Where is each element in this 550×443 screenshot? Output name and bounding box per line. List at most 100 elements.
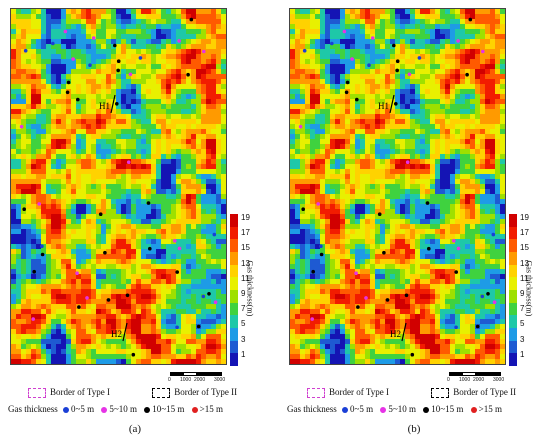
well-marker xyxy=(196,324,201,329)
border-legend: Border of Type I Border of Type II xyxy=(307,387,537,401)
colorbar-tick: 15 xyxy=(520,243,529,253)
type1-label: Border of Type I xyxy=(50,387,110,397)
well-marker xyxy=(173,239,177,243)
well-marker xyxy=(481,49,485,54)
colorbar-segment xyxy=(509,290,517,304)
well-marker xyxy=(491,232,496,237)
type2-border-swatch xyxy=(431,387,450,398)
well-marker xyxy=(91,36,96,40)
well-marker xyxy=(202,49,206,54)
scale-label-1000: 1000 xyxy=(180,377,192,383)
well-marker xyxy=(40,244,44,248)
well-marker xyxy=(377,212,382,216)
well-marker xyxy=(367,63,371,67)
scale-label-2000: 2000 xyxy=(194,377,206,383)
well-marker xyxy=(298,124,303,129)
well-marker xyxy=(417,56,422,60)
panel-caption: (a) xyxy=(128,423,142,435)
well-marker xyxy=(394,102,398,106)
colorbar-segment xyxy=(509,214,517,228)
scale-label-0: 0 xyxy=(447,377,450,383)
well-marker xyxy=(175,325,179,330)
colorbar-tick: 11 xyxy=(520,273,529,283)
well-marker xyxy=(310,317,314,321)
colorbar-title: Gas thickness(m) xyxy=(244,261,256,332)
horizontal-well-trace xyxy=(122,322,128,342)
well-marker xyxy=(23,48,28,53)
well-marker xyxy=(113,43,117,48)
colorbar-segment xyxy=(230,252,238,266)
dot-blue-icon xyxy=(342,406,348,413)
well-marker xyxy=(465,72,469,77)
dot-black-icon xyxy=(144,406,151,413)
well-marker xyxy=(186,72,190,77)
well-marker xyxy=(175,270,179,274)
well-marker xyxy=(370,36,375,40)
scale-label-0: 0 xyxy=(168,377,171,383)
colorbar-tick: 7 xyxy=(520,304,525,314)
gas-thickness-map: H1 H2 xyxy=(289,8,506,365)
class-5-10: 5~10 m xyxy=(109,404,137,414)
colorbar-tick: 17 xyxy=(520,228,529,238)
colorbar-segment xyxy=(509,226,517,240)
dot-red-icon xyxy=(191,406,198,413)
well-marker xyxy=(88,63,92,67)
class-0-5: 0~5 m xyxy=(71,404,95,414)
dot-magenta-icon xyxy=(380,406,387,413)
well-marker xyxy=(189,17,194,22)
well-marker xyxy=(207,292,211,296)
dot-black-icon xyxy=(423,406,430,413)
well-marker xyxy=(311,269,315,274)
well-marker xyxy=(486,292,490,296)
well-marker xyxy=(395,59,400,63)
well-marker xyxy=(344,90,349,95)
colorbar-tick: 15 xyxy=(241,243,250,253)
map-panel-a: H1 H2 19 17 15 13 11 9 7 5 3 1 Gas thickness(m) 0 … xyxy=(0,0,270,443)
class-5-10: 5~10 m xyxy=(388,404,416,414)
panel-caption: (b) xyxy=(407,423,421,435)
scale-label-2000: 2000 xyxy=(473,377,485,383)
color-bar: 19 17 15 13 11 9 7 5 3 1 xyxy=(509,214,529,367)
colorbar-segment xyxy=(230,277,238,291)
well-marker xyxy=(382,250,386,255)
well-marker xyxy=(37,202,41,206)
well-marker xyxy=(201,294,206,299)
type1-border-swatch xyxy=(307,387,325,398)
well-marker xyxy=(40,252,45,257)
well-marker xyxy=(410,352,415,357)
class-gt15: >15 m xyxy=(478,404,502,414)
well-marker xyxy=(407,72,412,77)
class-gt15: >15 m xyxy=(199,404,223,414)
well-marker xyxy=(116,68,120,73)
well-marker xyxy=(404,293,409,298)
colorbar-segment xyxy=(230,239,238,253)
type2-border-swatch xyxy=(152,387,171,398)
colorbar-tick: 1 xyxy=(520,349,525,359)
well-marker xyxy=(103,250,107,255)
colorbar-segment xyxy=(230,328,238,342)
thickness-raster: H1 H2 xyxy=(290,9,505,364)
well-marker xyxy=(32,269,36,274)
well-marker xyxy=(51,41,55,46)
well-marker xyxy=(425,201,430,205)
well-marker xyxy=(128,72,133,77)
border-legend: Border of Type I Border of Type II xyxy=(28,387,258,401)
colorbar-tick: 17 xyxy=(241,228,250,238)
colorbar-tick: 19 xyxy=(520,213,529,222)
thickness-raster: H1 H2 xyxy=(11,9,226,364)
colorbar-segment xyxy=(509,239,517,253)
well-marker xyxy=(177,39,181,43)
well-marker xyxy=(212,232,217,237)
colorbar-segment xyxy=(230,340,238,354)
type1-label: Border of Type I xyxy=(329,387,389,397)
well-marker xyxy=(330,41,334,46)
colorbar-segment xyxy=(509,328,517,342)
gas-thickness-legend: Gas thickness 0~5 m 5~10 m 10~15 m >15 m xyxy=(287,404,547,418)
well-marker xyxy=(454,270,458,274)
well-marker xyxy=(106,298,111,302)
colorbar-tick: 11 xyxy=(241,273,250,283)
type2-label: Border of Type II xyxy=(453,387,517,397)
well-marker xyxy=(427,246,431,251)
map-panel-b: H1 H2 19 17 15 13 11 9 7 5 3 1 Gas thickness(m) 0 … xyxy=(279,0,549,443)
well-marker xyxy=(452,239,456,243)
